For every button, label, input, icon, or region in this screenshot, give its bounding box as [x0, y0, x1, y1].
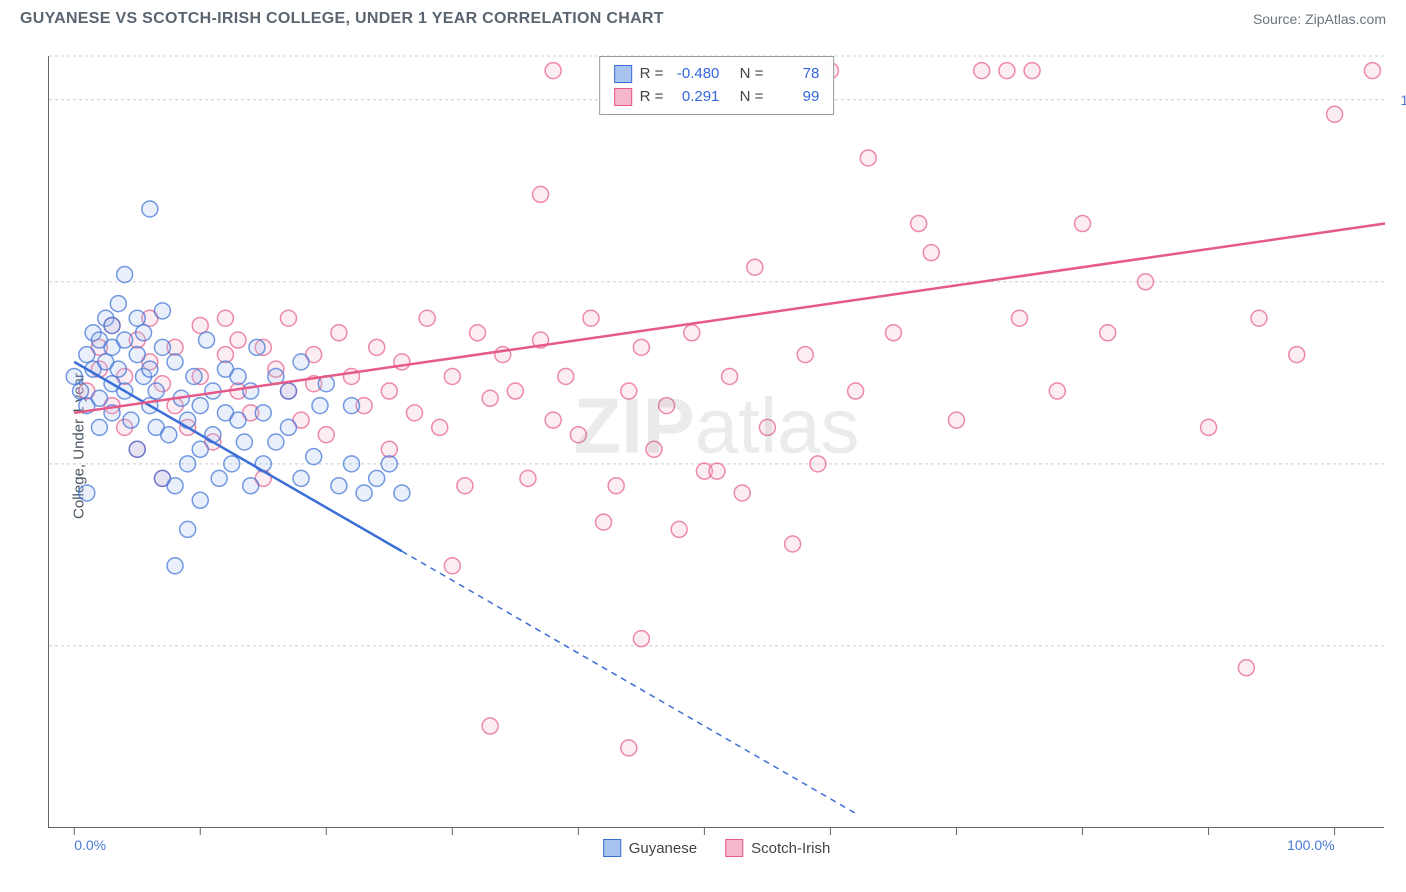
r-value-scotch-irish: 0.291: [671, 86, 719, 109]
n-label: N =: [740, 63, 764, 86]
chart-container: GUYANESE VS SCOTCH-IRISH COLLEGE, UNDER …: [0, 0, 1406, 892]
n-value-scotch-irish: 99: [771, 86, 819, 109]
x-tick-label: 100.0%: [1287, 837, 1334, 853]
r-value-guyanese: -0.480: [671, 63, 719, 86]
source-attribution: Source: ZipAtlas.com: [1253, 11, 1386, 27]
chart-svg: [49, 56, 1384, 827]
y-tick-label: 100.0%: [1401, 92, 1406, 108]
legend-label-guyanese: Guyanese: [629, 840, 697, 857]
n-value-guyanese: 78: [771, 63, 819, 86]
stats-legend: R = -0.480 N = 78 R = 0.291 N = 99: [599, 56, 835, 115]
stats-row-guyanese: R = -0.480 N = 78: [614, 63, 820, 86]
header: GUYANESE VS SCOTCH-IRISH COLLEGE, UNDER …: [0, 0, 1406, 34]
stats-row-scotch-irish: R = 0.291 N = 99: [614, 86, 820, 109]
swatch-scotch-irish: [614, 88, 632, 106]
bottom-legend: Guyanese Scotch-Irish: [603, 839, 831, 857]
legend-label-scotch-irish: Scotch-Irish: [751, 840, 830, 857]
chart-title: GUYANESE VS SCOTCH-IRISH COLLEGE, UNDER …: [20, 10, 664, 28]
swatch-scotch-irish: [725, 839, 743, 857]
legend-item-scotch-irish: Scotch-Irish: [725, 839, 830, 857]
r-label: R =: [640, 63, 664, 86]
r-label: R =: [640, 86, 664, 109]
n-label: N =: [740, 86, 764, 109]
plot-area: ZIPatlas R = -0.480 N = 78 R = 0.291 N =…: [48, 56, 1384, 828]
x-tick-label: 0.0%: [74, 837, 106, 853]
swatch-guyanese: [603, 839, 621, 857]
legend-item-guyanese: Guyanese: [603, 839, 697, 857]
swatch-guyanese: [614, 65, 632, 83]
